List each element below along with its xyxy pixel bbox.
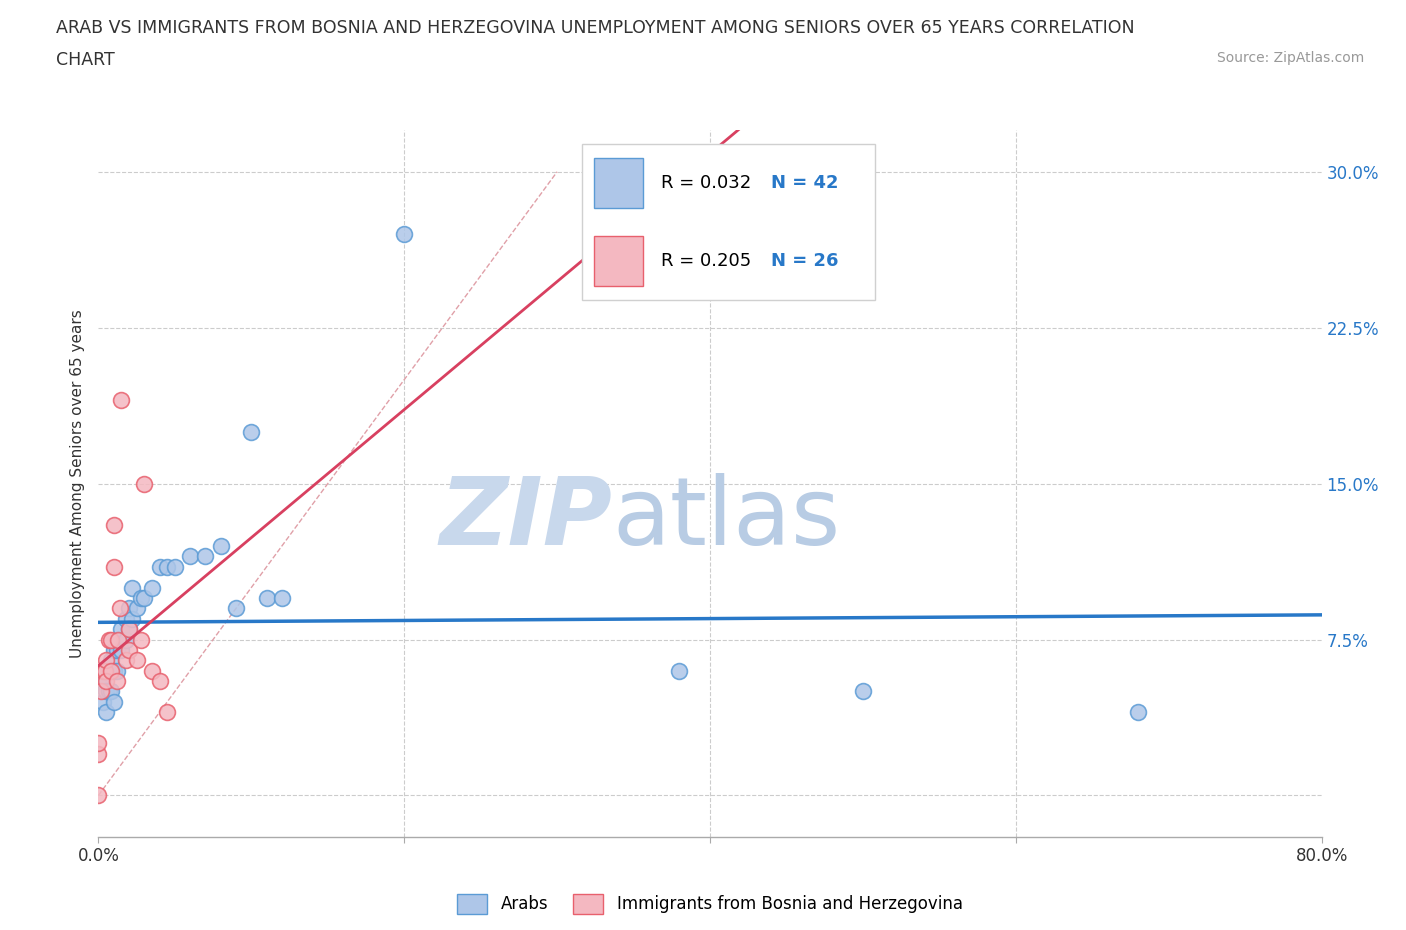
- Point: [100, 632, 122, 647]
- Point: [105, 673, 128, 688]
- Point: [149, 559, 172, 574]
- Legend: Arabs, Immigrants from Bosnia and Herzegovina: Arabs, Immigrants from Bosnia and Herzeg…: [451, 887, 969, 921]
- Point: [91, 695, 114, 710]
- Point: [110, 643, 132, 658]
- Point: [93, 663, 115, 678]
- Point: [118, 601, 141, 616]
- Point: [852, 684, 875, 699]
- Point: [108, 601, 131, 616]
- Point: [125, 653, 148, 668]
- Point: [115, 653, 138, 668]
- Point: [103, 663, 125, 678]
- Point: [129, 591, 152, 605]
- Text: Source: ZipAtlas.com: Source: ZipAtlas.com: [1216, 51, 1364, 65]
- Point: [125, 601, 148, 616]
- Point: [103, 695, 125, 710]
- Point: [115, 632, 138, 647]
- Point: [115, 611, 138, 626]
- Point: [94, 673, 117, 688]
- Y-axis label: Unemployment Among Seniors over 65 years: Unemployment Among Seniors over 65 years: [70, 310, 86, 658]
- Point: [105, 643, 128, 658]
- Point: [91, 663, 114, 678]
- Point: [87, 747, 110, 762]
- Point: [121, 580, 143, 595]
- Point: [94, 684, 117, 699]
- Point: [103, 518, 125, 533]
- Point: [87, 736, 110, 751]
- Point: [118, 643, 141, 658]
- Point: [141, 580, 163, 595]
- Point: [194, 549, 217, 564]
- Point: [134, 591, 156, 605]
- Text: CHART: CHART: [56, 51, 115, 69]
- Point: [163, 559, 186, 574]
- Point: [392, 227, 416, 242]
- Point: [209, 538, 232, 553]
- Point: [1128, 705, 1150, 720]
- Point: [94, 705, 117, 720]
- Point: [87, 673, 110, 688]
- Point: [129, 632, 152, 647]
- Point: [100, 663, 122, 678]
- Point: [91, 673, 114, 688]
- Point: [100, 653, 122, 668]
- Point: [90, 684, 112, 699]
- Text: ZIP: ZIP: [439, 473, 612, 565]
- Point: [156, 559, 179, 574]
- Point: [98, 663, 121, 678]
- Point: [179, 549, 201, 564]
- Text: R = 0.205: R = 0.205: [661, 252, 751, 270]
- Point: [668, 663, 690, 678]
- Point: [94, 653, 117, 668]
- Point: [156, 705, 179, 720]
- FancyBboxPatch shape: [582, 144, 875, 299]
- FancyBboxPatch shape: [593, 158, 643, 208]
- Text: N = 42: N = 42: [772, 174, 839, 193]
- Point: [240, 424, 263, 439]
- Text: N = 26: N = 26: [772, 252, 839, 270]
- Point: [134, 476, 156, 491]
- Point: [98, 632, 121, 647]
- FancyBboxPatch shape: [593, 236, 643, 286]
- Point: [94, 663, 117, 678]
- Point: [149, 673, 172, 688]
- Point: [98, 684, 121, 699]
- Point: [118, 621, 141, 636]
- Point: [107, 632, 129, 647]
- Text: ARAB VS IMMIGRANTS FROM BOSNIA AND HERZEGOVINA UNEMPLOYMENT AMONG SENIORS OVER 6: ARAB VS IMMIGRANTS FROM BOSNIA AND HERZE…: [56, 19, 1135, 36]
- Point: [87, 788, 110, 803]
- Point: [103, 559, 125, 574]
- Point: [103, 643, 125, 658]
- Point: [105, 663, 128, 678]
- Point: [110, 621, 132, 636]
- Point: [118, 621, 141, 636]
- Text: R = 0.032: R = 0.032: [661, 174, 751, 193]
- Point: [270, 591, 292, 605]
- Point: [107, 632, 129, 647]
- Point: [256, 591, 278, 605]
- Point: [100, 684, 122, 699]
- Point: [141, 663, 163, 678]
- Point: [121, 611, 143, 626]
- Point: [225, 601, 247, 616]
- Point: [110, 393, 132, 408]
- Text: atlas: atlas: [612, 473, 841, 565]
